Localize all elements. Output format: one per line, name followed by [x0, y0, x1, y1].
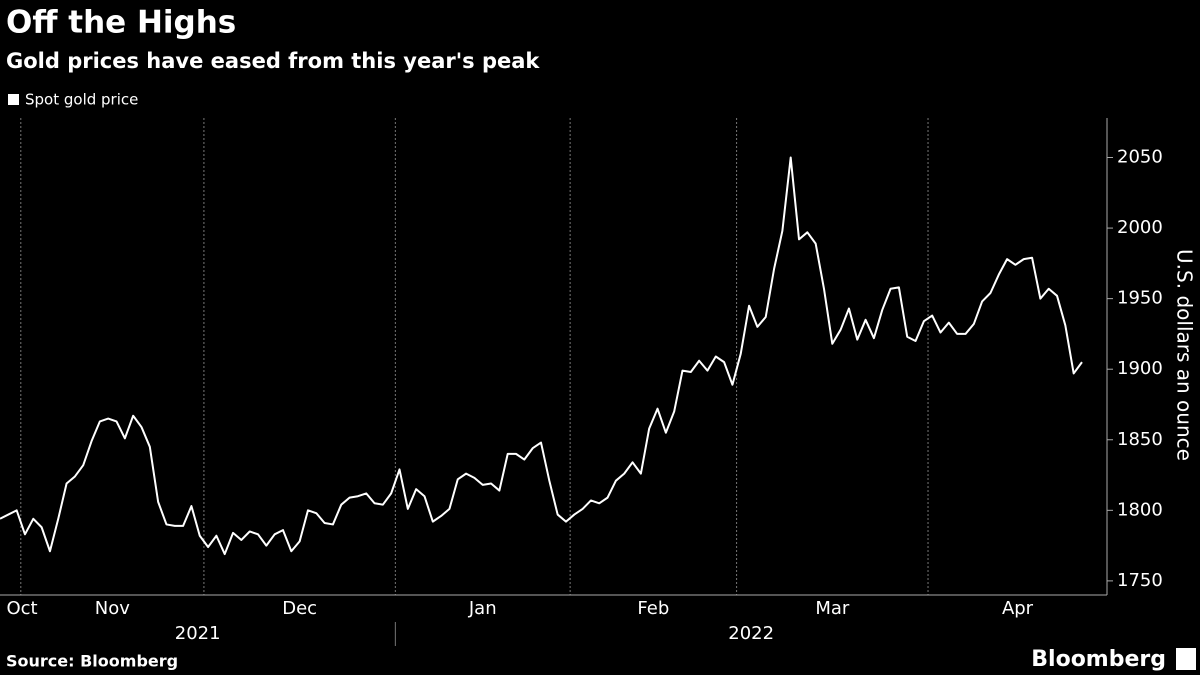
- logo: Bloomberg: [1031, 647, 1166, 672]
- x-tick-label: Mar: [815, 598, 850, 619]
- x-year-label: 2021: [175, 623, 221, 644]
- x-tick-label: Jan: [468, 598, 497, 619]
- chart-title: Off the Highs: [6, 5, 236, 41]
- source: Source: Bloomberg: [6, 652, 178, 671]
- y-tick-label: 2050: [1117, 147, 1163, 168]
- y-tick-label: 1750: [1117, 570, 1163, 591]
- y-tick-label: 2000: [1117, 217, 1163, 238]
- y-tick-label: 1950: [1117, 288, 1163, 309]
- y-tick-label: 1800: [1117, 499, 1163, 520]
- x-tick-label: Nov: [95, 598, 130, 619]
- x-tick-label: Apr: [1002, 598, 1034, 619]
- logo-icon: [1176, 648, 1196, 670]
- legend-label: Spot gold price: [25, 91, 138, 109]
- x-tick-label: Feb: [637, 598, 669, 619]
- chart-subtitle: Gold prices have eased from this year's …: [6, 49, 540, 73]
- legend-swatch: [8, 94, 19, 105]
- x-tick-label: Oct: [6, 598, 37, 619]
- line-series: [0, 156, 1083, 556]
- x-year-label: 2022: [728, 623, 774, 644]
- x-tick-label: Dec: [282, 598, 317, 619]
- y-axis-label: U.S. dollars an ounce: [1173, 249, 1197, 461]
- y-tick-label: 1850: [1117, 429, 1163, 450]
- y-tick-label: 1900: [1117, 358, 1163, 379]
